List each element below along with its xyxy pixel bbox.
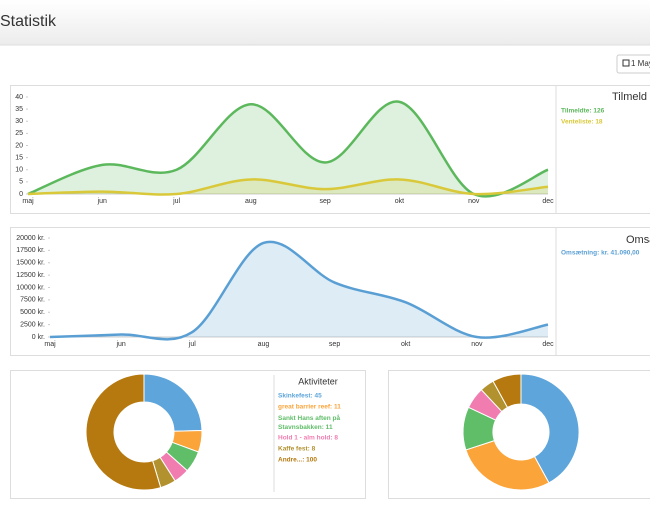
x-tick-label: jul (172, 198, 180, 205)
x-tick-label: aug (245, 198, 257, 205)
y-tick-label: 10000 kr. (16, 284, 45, 291)
x-tick-label: jun (97, 198, 107, 205)
x-tick-label: sep (329, 341, 340, 348)
y-tick-label: 20 (15, 142, 23, 149)
y-tick-label: 5000 kr. (20, 309, 45, 316)
x-tick-label: nov (471, 341, 483, 348)
y-tick-label: 40 (15, 94, 23, 101)
legend-entry: Hold 1 - alm hold: 8 (278, 435, 338, 442)
y-tick-label: 2500 kr. (20, 321, 45, 328)
x-tick-label: nov (468, 198, 480, 205)
y-tick-label: 5 (19, 179, 23, 186)
x-tick-label: aug (258, 341, 270, 348)
x-tick-label: dec (542, 198, 554, 205)
y-tick-label: 15 (15, 154, 23, 161)
x-tick-label: maj (44, 341, 56, 348)
y-tick-label: 20000 kr. (16, 235, 45, 242)
x-tick-label: okt (395, 198, 404, 205)
legend-title: Aktiviteter (298, 376, 338, 386)
y-tick-label: 0 (19, 191, 23, 198)
x-tick-label: maj (22, 198, 34, 205)
x-tick-label: dec (542, 341, 554, 348)
y-tick-label: 10 (15, 167, 23, 174)
x-tick-label: jul (188, 341, 196, 348)
y-tick-label: 35 (15, 106, 23, 113)
legend-entry: Andre...: 100 (278, 457, 317, 464)
y-tick-label: 12500 kr. (16, 272, 45, 279)
x-tick-label: okt (401, 341, 410, 348)
legend-entry: Venteliste: 18 (561, 119, 603, 126)
y-tick-label: 25 (15, 130, 23, 137)
page-title: Statistik (0, 13, 57, 30)
legend-entry: Tilmeldte: 126 (561, 108, 605, 115)
y-tick-label: 0 kr. (32, 334, 45, 341)
legend-entry: Skinkefest: 45 (278, 393, 322, 400)
y-tick-label: 17500 kr. (16, 247, 45, 254)
legend-entry: great barrier reef: 11 (278, 404, 341, 411)
x-tick-label: jun (115, 341, 125, 348)
legend-entry: Omsætning: kr. 41.090,00 (561, 250, 640, 257)
x-tick-label: sep (319, 198, 330, 205)
legend-entry: Kaffe fest: 8 (278, 446, 316, 453)
y-tick-label: 7500 kr. (20, 297, 45, 304)
header-bar (0, 0, 650, 45)
chart-title: Tilmeld (612, 91, 647, 103)
y-tick-label: 15000 kr. (16, 260, 45, 267)
chart-title: Omsæ (626, 234, 650, 246)
y-tick-label: 30 (15, 118, 23, 125)
date-label[interactable]: 1 May, (631, 59, 650, 68)
